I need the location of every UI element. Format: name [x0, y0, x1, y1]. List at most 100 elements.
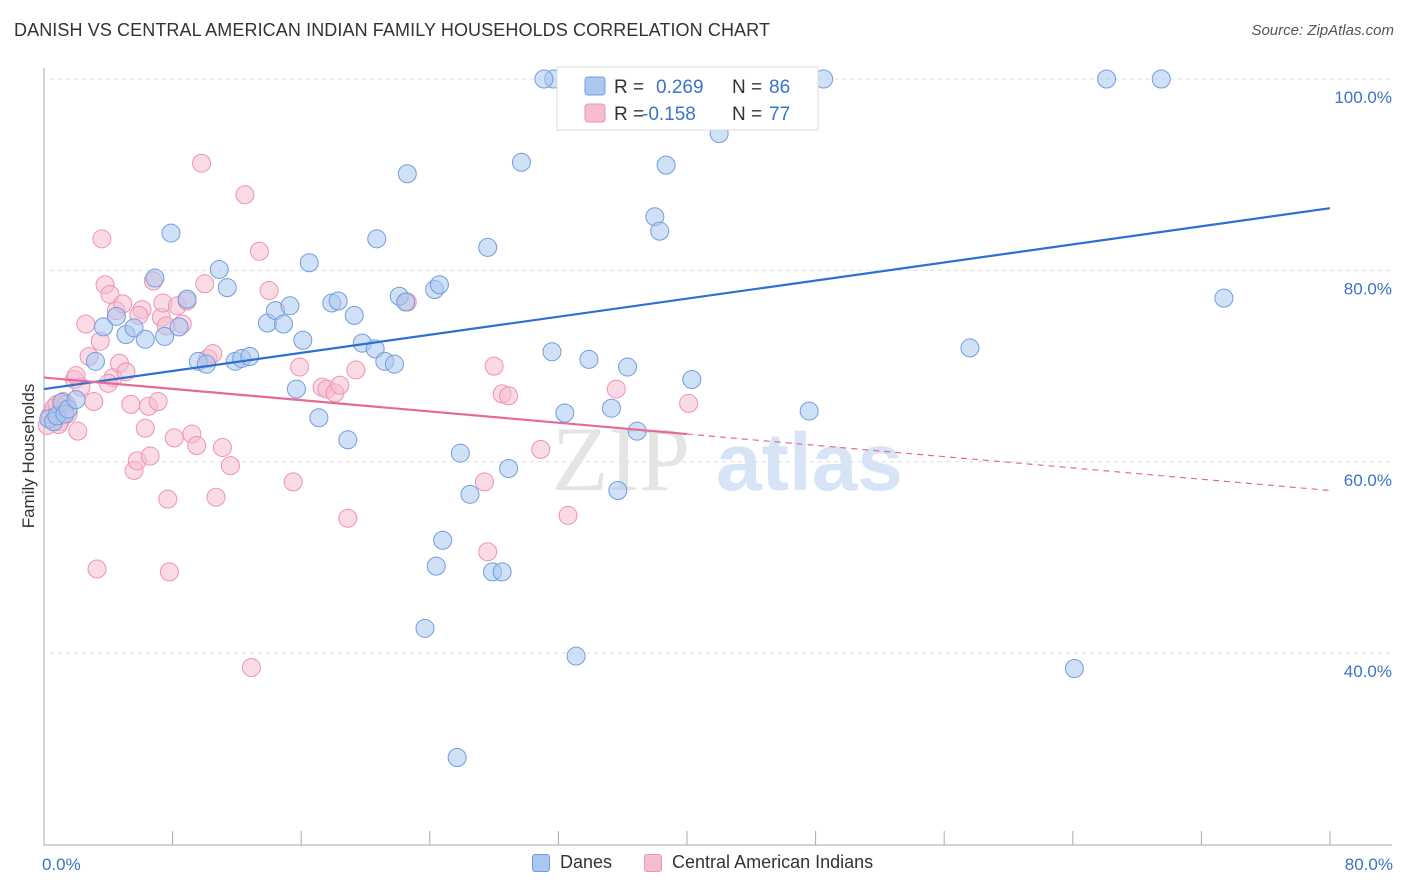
danes-point — [450, 443, 470, 463]
danes-point — [240, 347, 260, 367]
cai-point — [158, 489, 178, 509]
cai-point — [100, 284, 120, 304]
danes-point — [415, 618, 435, 638]
y-tick-label: 40.0% — [1344, 662, 1392, 681]
cai-point — [558, 505, 578, 525]
danes-point — [618, 357, 638, 377]
danes-point — [93, 317, 113, 337]
danes-point — [155, 326, 175, 346]
cai-point — [164, 428, 184, 448]
tick-labels: 40.0% 60.0% 80.0% 100.0% 0.0% 80.0% — [42, 88, 1393, 874]
cai-point — [84, 392, 104, 412]
cai-point — [92, 229, 112, 249]
danes-point — [217, 278, 237, 298]
cai-point — [195, 274, 215, 294]
danes-point — [161, 223, 181, 243]
danes-point — [293, 330, 313, 350]
danes-point — [106, 306, 126, 326]
source-label: Source: ZipAtlas.com — [1251, 22, 1394, 39]
cai-point — [121, 394, 141, 414]
cai-point — [241, 658, 261, 678]
danes-point — [960, 338, 980, 358]
y-tick-label: 60.0% — [1344, 471, 1392, 490]
danes-point — [1214, 288, 1234, 308]
cai-point — [499, 386, 519, 406]
danes-point — [209, 259, 229, 279]
danes-point — [579, 349, 599, 369]
danes-point — [478, 237, 498, 257]
cai-point — [140, 446, 160, 466]
cai-point — [220, 456, 240, 476]
danes-point — [396, 292, 416, 312]
danes-point — [429, 275, 449, 295]
danes-point — [555, 403, 575, 423]
danes-point — [384, 354, 404, 374]
danes-point — [280, 296, 300, 316]
danes-point — [124, 318, 144, 338]
cai-point — [76, 314, 96, 334]
danes-point — [542, 342, 562, 362]
danes-point — [135, 329, 155, 349]
cai-point — [346, 360, 366, 380]
y-axis-title: Family Households — [19, 384, 38, 529]
cai-point — [330, 375, 350, 395]
cai-point — [249, 241, 269, 261]
y-tick-label: 80.0% — [1344, 279, 1392, 298]
cai-point — [290, 357, 310, 377]
danes-point — [608, 481, 628, 501]
danes-point — [447, 748, 467, 768]
chart-title: DANISH VS CENTRAL AMERICAN INDIAN FAMILY… — [14, 20, 771, 40]
legend-r-label-1: R = — [614, 77, 644, 98]
legend-label-cai: Central American Indians — [672, 852, 874, 872]
cai-point — [87, 559, 107, 579]
danes-point — [177, 289, 197, 309]
danes-point — [85, 351, 105, 371]
cai-point — [474, 472, 494, 492]
cai-trend-extension — [686, 433, 1331, 492]
cai-point — [235, 185, 255, 205]
danes-point — [499, 458, 519, 478]
danes-point — [460, 484, 480, 504]
legend-swatch-danes-bottom — [532, 853, 550, 872]
danes-point — [309, 408, 329, 428]
cai-point — [606, 379, 626, 399]
legend-swatch-cai — [584, 103, 606, 123]
danes-point — [433, 530, 453, 550]
zipatlas-watermark: ZIP atlas — [552, 408, 903, 510]
cai-point — [679, 393, 699, 413]
cai-point — [338, 508, 358, 528]
legend-n-label-1: N = — [732, 77, 762, 98]
cai-point — [531, 439, 551, 459]
danes-point — [656, 155, 676, 175]
danes-point — [511, 152, 531, 172]
cai-point — [135, 418, 155, 438]
legend-n-value-2: 77 — [769, 104, 790, 125]
danes-point — [534, 69, 554, 89]
danes-point — [426, 556, 446, 576]
danes-point — [344, 305, 364, 325]
correlation-legend: R = 0.269 N = 86 R = -0.158 N = 77 — [556, 66, 819, 131]
legend-swatch-cai-bottom — [644, 853, 663, 872]
legend-n-value-1: 86 — [769, 77, 790, 98]
legend-r-value-1: 0.269 — [656, 77, 704, 98]
danes-point — [1151, 69, 1171, 89]
cai-trend-line — [43, 376, 688, 436]
danes-point — [1097, 69, 1117, 89]
cai-point — [259, 280, 279, 300]
legend-item-cai: Central American Indians — [644, 852, 873, 873]
danes-point — [169, 317, 189, 337]
legend-n-label-2: N = — [732, 104, 762, 125]
danes-point — [650, 221, 670, 241]
danes-point — [145, 268, 165, 288]
cai-point — [484, 356, 504, 376]
legend-swatch-danes — [584, 76, 606, 96]
cai-point — [212, 437, 232, 457]
danes-point — [566, 646, 586, 666]
cai-point — [192, 153, 212, 173]
danes-point — [1064, 659, 1084, 679]
axes — [43, 68, 1392, 846]
danes-point — [328, 291, 348, 311]
danes-point — [66, 390, 86, 410]
legend-r-value-2: -0.158 — [642, 104, 696, 125]
